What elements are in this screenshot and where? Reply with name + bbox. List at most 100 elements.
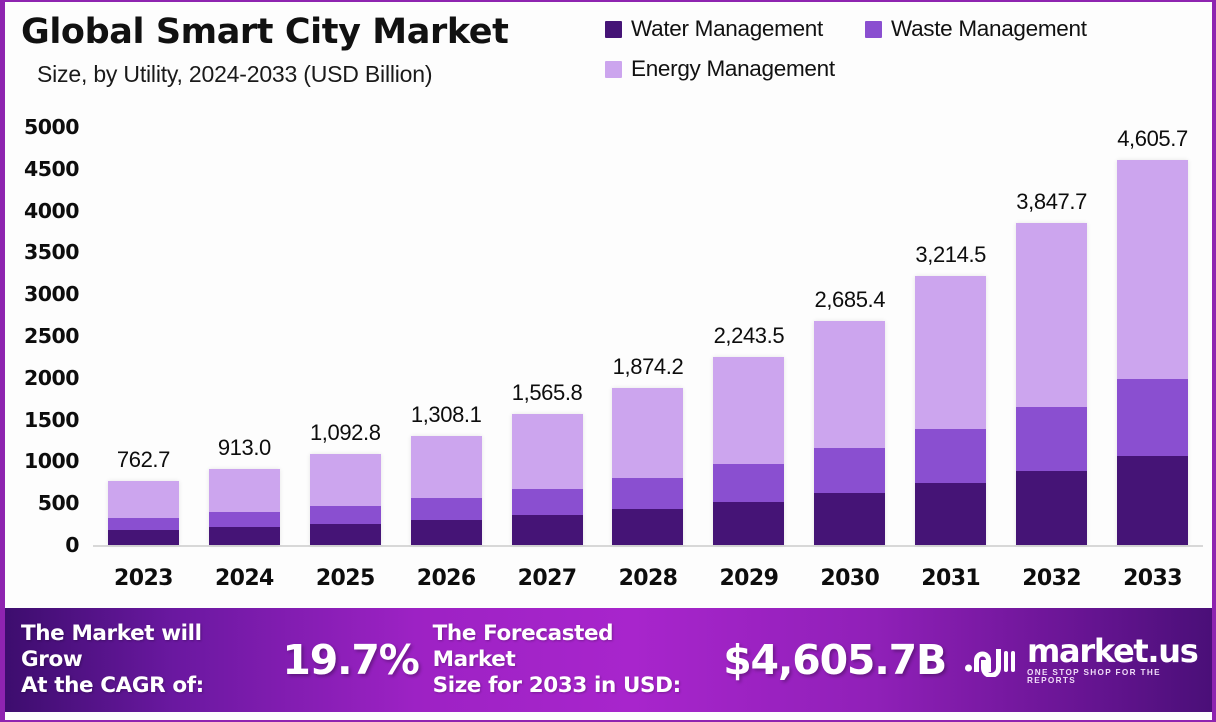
bar-value-label: 762.7 <box>116 447 170 473</box>
cagr-value: 19.7% <box>282 636 419 684</box>
x-axis-line <box>93 545 1203 547</box>
bar-segment-energy-management[interactable] <box>410 435 482 498</box>
bar-segment-waste-management[interactable] <box>107 517 179 531</box>
bar-segment-waste-management[interactable] <box>612 477 684 509</box>
x-axis-tick: 2025 <box>315 565 375 591</box>
bar-segment-water-management[interactable] <box>915 483 987 545</box>
bar-value-label: 1,874.2 <box>612 354 684 380</box>
stacked-bar[interactable] <box>713 357 785 545</box>
legend-swatch-icon <box>864 20 882 38</box>
bar-value-label: 3,847.7 <box>1016 189 1087 215</box>
bar-segment-energy-management[interactable] <box>208 468 280 513</box>
x-axis-tick: 2029 <box>719 565 779 591</box>
y-axis-tick: 3500 <box>23 240 80 265</box>
bar-group[interactable]: 1,308.1 <box>396 114 496 545</box>
bar-value-label: 1,092.8 <box>309 419 381 445</box>
bar-segment-waste-management[interactable] <box>814 448 886 494</box>
bar-segment-waste-management[interactable] <box>1016 406 1088 472</box>
forecast-caption-line-2: Size for 2033 in USD: <box>432 673 682 699</box>
forecast-caption: The Forecasted Market Size for 2033 in U… <box>433 621 702 700</box>
y-axis-tick: 3000 <box>23 282 80 307</box>
x-axis-tick: 2033 <box>1123 565 1182 591</box>
bar-segment-energy-management[interactable] <box>915 276 987 430</box>
bar-segment-energy-management[interactable] <box>612 388 684 478</box>
bar-segment-energy-management[interactable] <box>309 453 381 506</box>
bar-segment-waste-management[interactable] <box>309 505 381 524</box>
bar-segment-energy-management[interactable] <box>511 414 583 489</box>
bar-segment-waste-management[interactable] <box>713 464 785 502</box>
bar-value-label: 4,605.7 <box>1117 125 1188 151</box>
bar-group[interactable]: 762.7 <box>93 114 193 545</box>
bar-segment-water-management[interactable] <box>309 524 381 545</box>
brand-name: market.us <box>1027 631 1199 670</box>
x-axis-tick: 2031 <box>921 565 981 591</box>
stacked-bar[interactable] <box>1016 223 1088 545</box>
bar-segment-water-management[interactable] <box>814 493 886 545</box>
y-axis-tick: 2000 <box>23 365 80 390</box>
bar-segment-energy-management[interactable] <box>1016 223 1088 407</box>
y-axis-tick: 4000 <box>23 198 80 223</box>
bar-value-label: 913.0 <box>217 434 271 460</box>
bar-segment-water-management[interactable] <box>208 527 280 545</box>
y-axis-tick: 1500 <box>23 407 80 432</box>
bar-group[interactable]: 2,685.4 <box>800 114 900 545</box>
bar-group[interactable]: 3,847.7 <box>1002 114 1102 545</box>
legend-row-2: Energy Management <box>605 56 1205 82</box>
y-axis-tick: 1000 <box>23 449 80 474</box>
bar-group[interactable]: 1,874.2 <box>598 114 698 545</box>
brand-text: market.us ONE STOP SHOP FOR THE REPORTS <box>1027 635 1212 685</box>
bar-segment-water-management[interactable] <box>1117 456 1189 545</box>
y-axis: 5000 4500 4000 3500 3000 2500 2000 1500 1000 500 0 <box>5 114 89 557</box>
bar-segment-water-management[interactable] <box>1016 471 1088 545</box>
brand-tagline: ONE STOP SHOP FOR THE REPORTS <box>1027 667 1161 685</box>
forecast-caption-line-1: The Forecasted Market <box>432 620 614 672</box>
bar-segment-energy-management[interactable] <box>1117 159 1189 380</box>
footer-banner: The Market will Grow At the CAGR of: 19.… <box>5 608 1212 712</box>
stacked-bar[interactable] <box>410 435 482 545</box>
legend-item-water-management[interactable]: Water Management <box>605 16 823 42</box>
bar-segment-energy-management[interactable] <box>713 357 785 465</box>
cagr-caption-line-1: The Market will Grow <box>21 620 202 672</box>
stacked-bar[interactable] <box>612 388 684 545</box>
y-axis-tick: 0 <box>65 533 79 557</box>
bar-segment-water-management[interactable] <box>511 514 583 545</box>
cagr-caption-line-2: At the CAGR of: <box>21 673 204 699</box>
bar-group[interactable]: 1,565.8 <box>497 114 597 545</box>
legend-swatch-icon <box>605 60 622 78</box>
bar-segment-waste-management[interactable] <box>410 498 482 520</box>
bar-segment-waste-management[interactable] <box>1117 379 1189 457</box>
brand-logo[interactable]: market.us ONE STOP SHOP FOR THE REPORTS <box>964 635 1212 685</box>
stacked-bar[interactable] <box>309 453 381 545</box>
bar-segment-water-management[interactable] <box>107 530 179 545</box>
bar-group[interactable]: 4,605.7 <box>1103 114 1203 545</box>
bar-segment-energy-management[interactable] <box>107 481 179 518</box>
stacked-bar[interactable] <box>814 320 886 545</box>
stacked-bar[interactable] <box>1117 159 1189 545</box>
bar-segment-water-management[interactable] <box>410 519 482 545</box>
stacked-bar[interactable] <box>511 414 583 545</box>
bar-segment-waste-management[interactable] <box>208 512 280 528</box>
forecast-value: $4,605.7B <box>723 636 947 684</box>
x-axis-tick: 2026 <box>416 565 476 591</box>
y-axis-tick: 2500 <box>23 324 80 348</box>
bar-group[interactable]: 2,243.5 <box>699 114 799 545</box>
legend-label: Energy Management <box>631 56 835 81</box>
legend-swatch-icon <box>605 20 622 38</box>
bar-segment-energy-management[interactable] <box>814 320 886 449</box>
bar-group[interactable]: 1,092.8 <box>295 114 395 545</box>
bar-segment-water-management[interactable] <box>713 501 785 545</box>
stacked-bar[interactable] <box>107 481 179 545</box>
legend-label: Water Management <box>631 16 823 41</box>
bar-group[interactable]: 913.0 <box>194 114 294 545</box>
legend-row-1: Water Management Waste Management <box>605 16 1205 42</box>
legend-item-waste-management[interactable]: Waste Management <box>864 16 1087 42</box>
legend-item-energy-management[interactable]: Energy Management <box>605 56 835 82</box>
bar-segment-water-management[interactable] <box>612 508 684 545</box>
bar-group[interactable]: 3,214.5 <box>901 114 1001 545</box>
chart-legend: Water Management Waste Management Energy… <box>605 16 1205 82</box>
bar-segment-waste-management[interactable] <box>915 429 987 484</box>
stacked-bar[interactable] <box>208 468 280 545</box>
stacked-bar[interactable] <box>915 276 987 545</box>
bar-segment-waste-management[interactable] <box>511 488 583 515</box>
x-axis-tick: 2024 <box>214 565 274 591</box>
